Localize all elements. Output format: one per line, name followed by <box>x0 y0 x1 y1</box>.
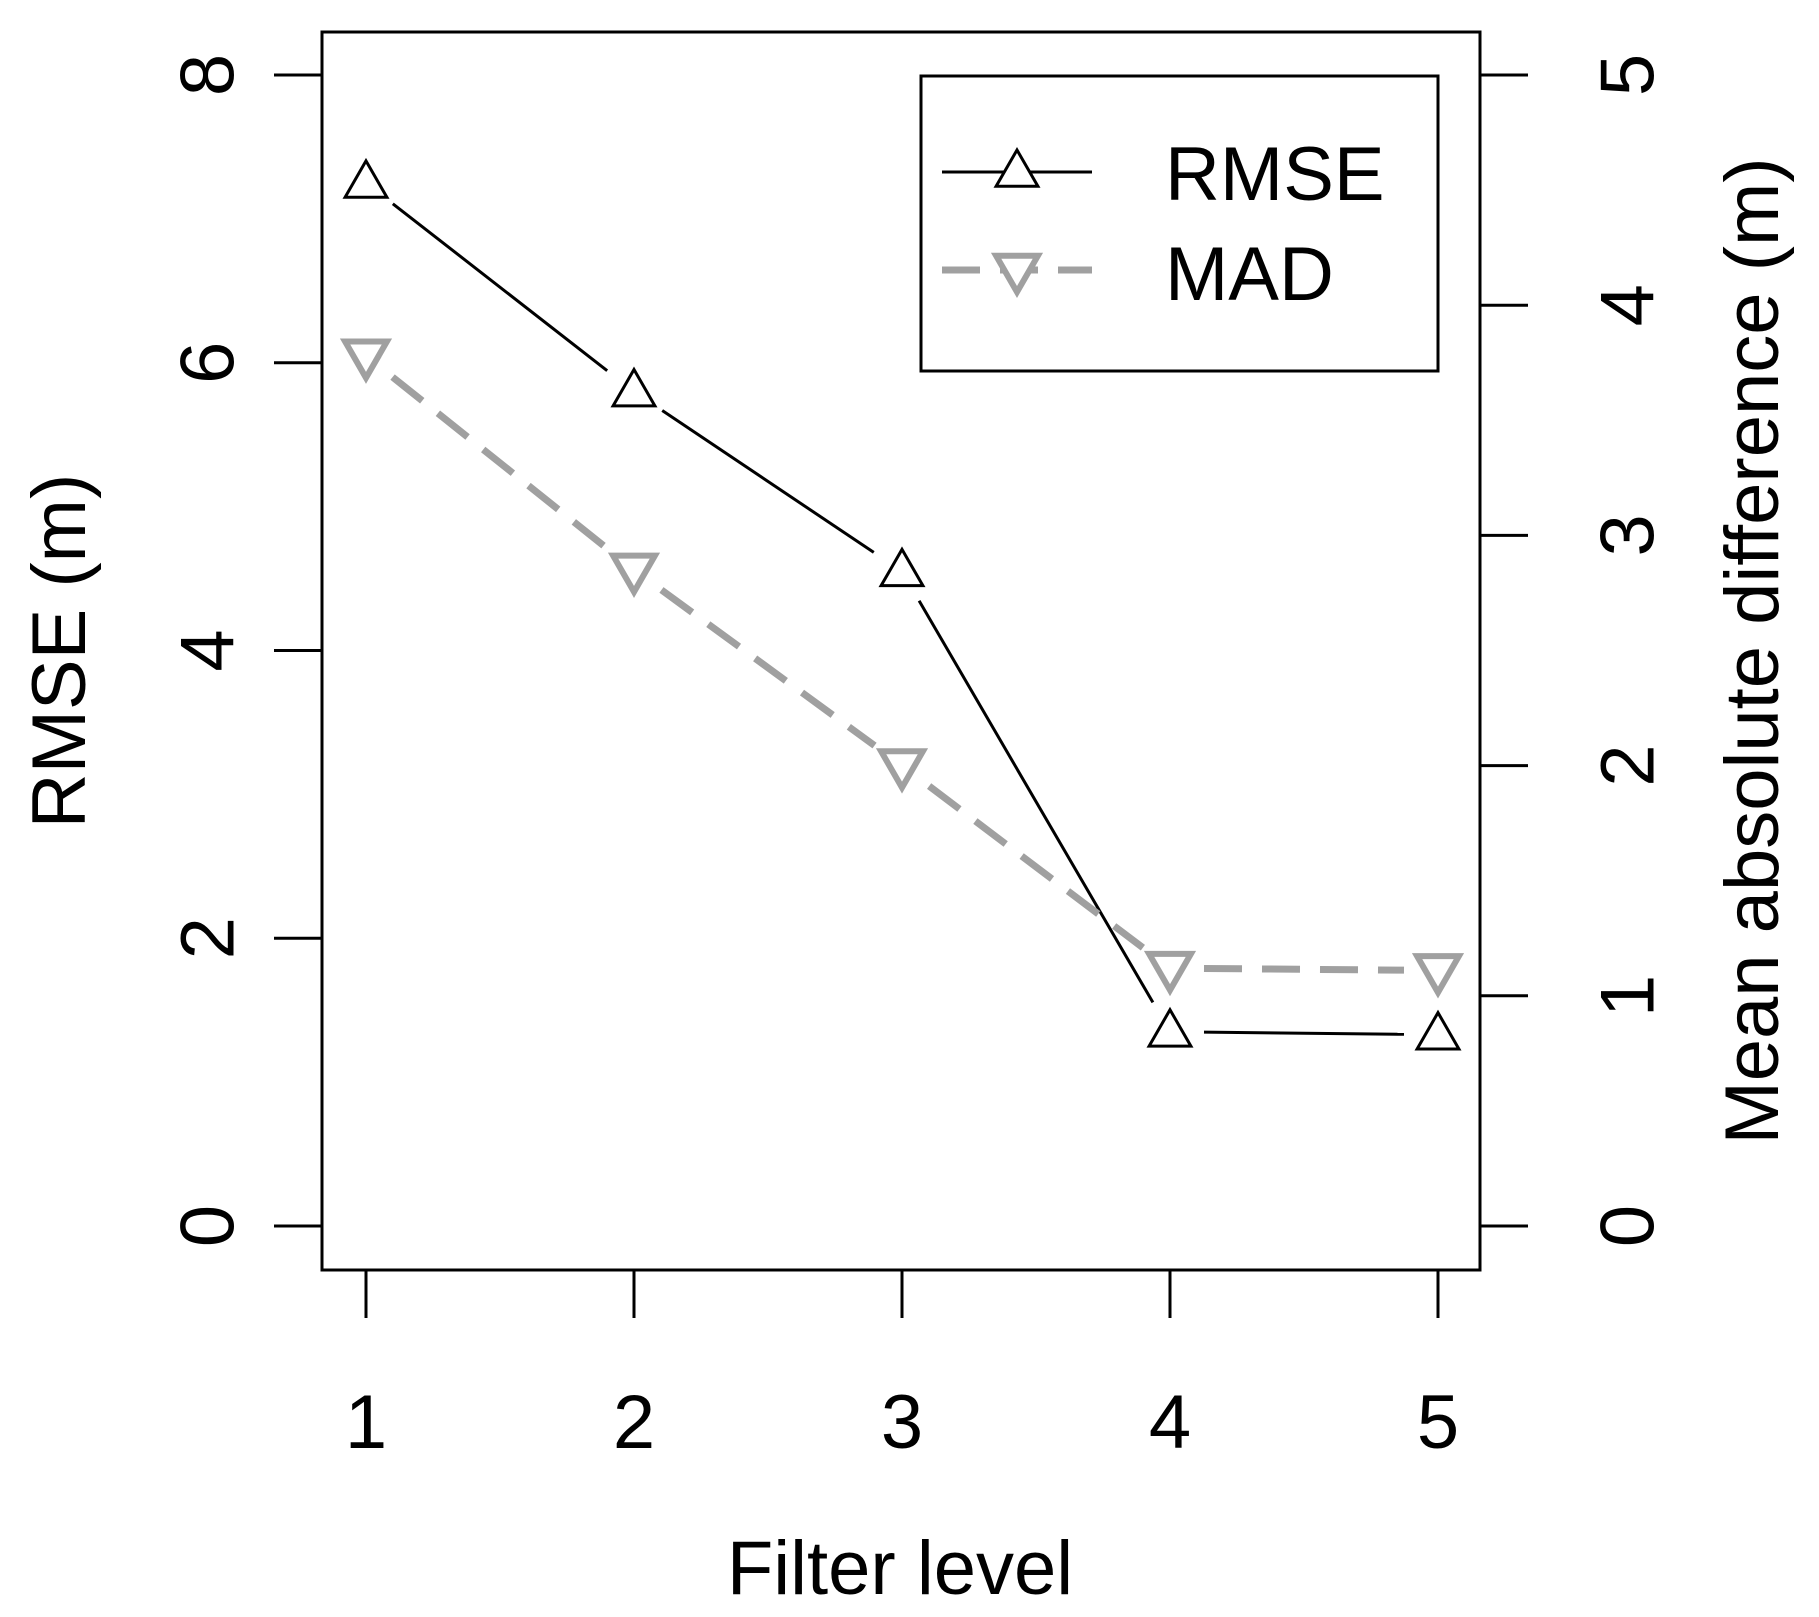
legend-mad-label: MAD <box>1165 232 1334 317</box>
right-y-axis: 0 1 2 3 4 5 <box>1478 54 1671 1247</box>
right-tick-label: 3 <box>1586 514 1671 556</box>
legend-rmse-triangle <box>993 146 1041 188</box>
x-axis-title: Filter level <box>727 1526 1073 1611</box>
legend-mad-triangle <box>990 252 1044 299</box>
left-tick-label: 6 <box>166 342 251 384</box>
rmse-segment <box>661 409 875 554</box>
x-tick-label: 3 <box>881 1380 923 1465</box>
mad-point <box>1411 953 1465 999</box>
y-axis-title-right: Mean absolute difference (m) <box>1710 157 1795 1144</box>
rmse-point <box>1414 1009 1462 1051</box>
legend-rmse-label: RMSE <box>1165 132 1385 217</box>
legend-box <box>919 74 1440 373</box>
y-axis-title-left: RMSE (m) <box>17 474 102 829</box>
mad-point <box>607 552 661 598</box>
legend: RMSE MAD <box>919 74 1440 373</box>
right-tick-label: 1 <box>1586 975 1671 1017</box>
left-tick-label: 0 <box>166 1205 251 1247</box>
mad-segment <box>1203 964 1405 974</box>
mad-point <box>1143 950 1197 997</box>
series-rmse <box>342 157 1462 1051</box>
legend-rmse-marker <box>993 146 1041 188</box>
right-tick-label: 5 <box>1586 54 1671 96</box>
x-tick-label: 5 <box>1417 1380 1459 1465</box>
series-mad <box>339 338 1465 999</box>
left-tick-label: 2 <box>166 917 251 959</box>
left-tick-label: 4 <box>166 629 251 671</box>
right-tick-label: 4 <box>1586 284 1671 326</box>
right-tick-label: 0 <box>1586 1205 1671 1247</box>
x-tick-label: 4 <box>1149 1380 1191 1465</box>
left-tick-label: 8 <box>166 54 251 96</box>
series-layer <box>339 157 1465 1051</box>
legend-mad-marker <box>990 252 1044 299</box>
x-tick-label: 2 <box>613 1380 655 1465</box>
x-tick-label: 1 <box>345 1380 387 1465</box>
rmse-segment <box>1203 1030 1405 1036</box>
mad-segment <box>390 374 610 552</box>
mad-point <box>875 748 929 794</box>
rmse-point <box>342 157 390 199</box>
x-axis: 1 2 3 4 5 <box>345 1268 1459 1465</box>
left-y-axis: 0 2 4 6 8 <box>166 54 324 1247</box>
right-tick-label: 2 <box>1586 744 1671 786</box>
mad-segment <box>927 783 1145 951</box>
rmse-point <box>878 546 926 588</box>
rmse-segment <box>391 202 609 372</box>
rmse-point <box>610 366 658 408</box>
mad-point <box>339 338 393 384</box>
rmse-point <box>1146 1006 1194 1048</box>
mad-segment <box>659 587 877 749</box>
rmse-segment <box>917 599 1155 1004</box>
